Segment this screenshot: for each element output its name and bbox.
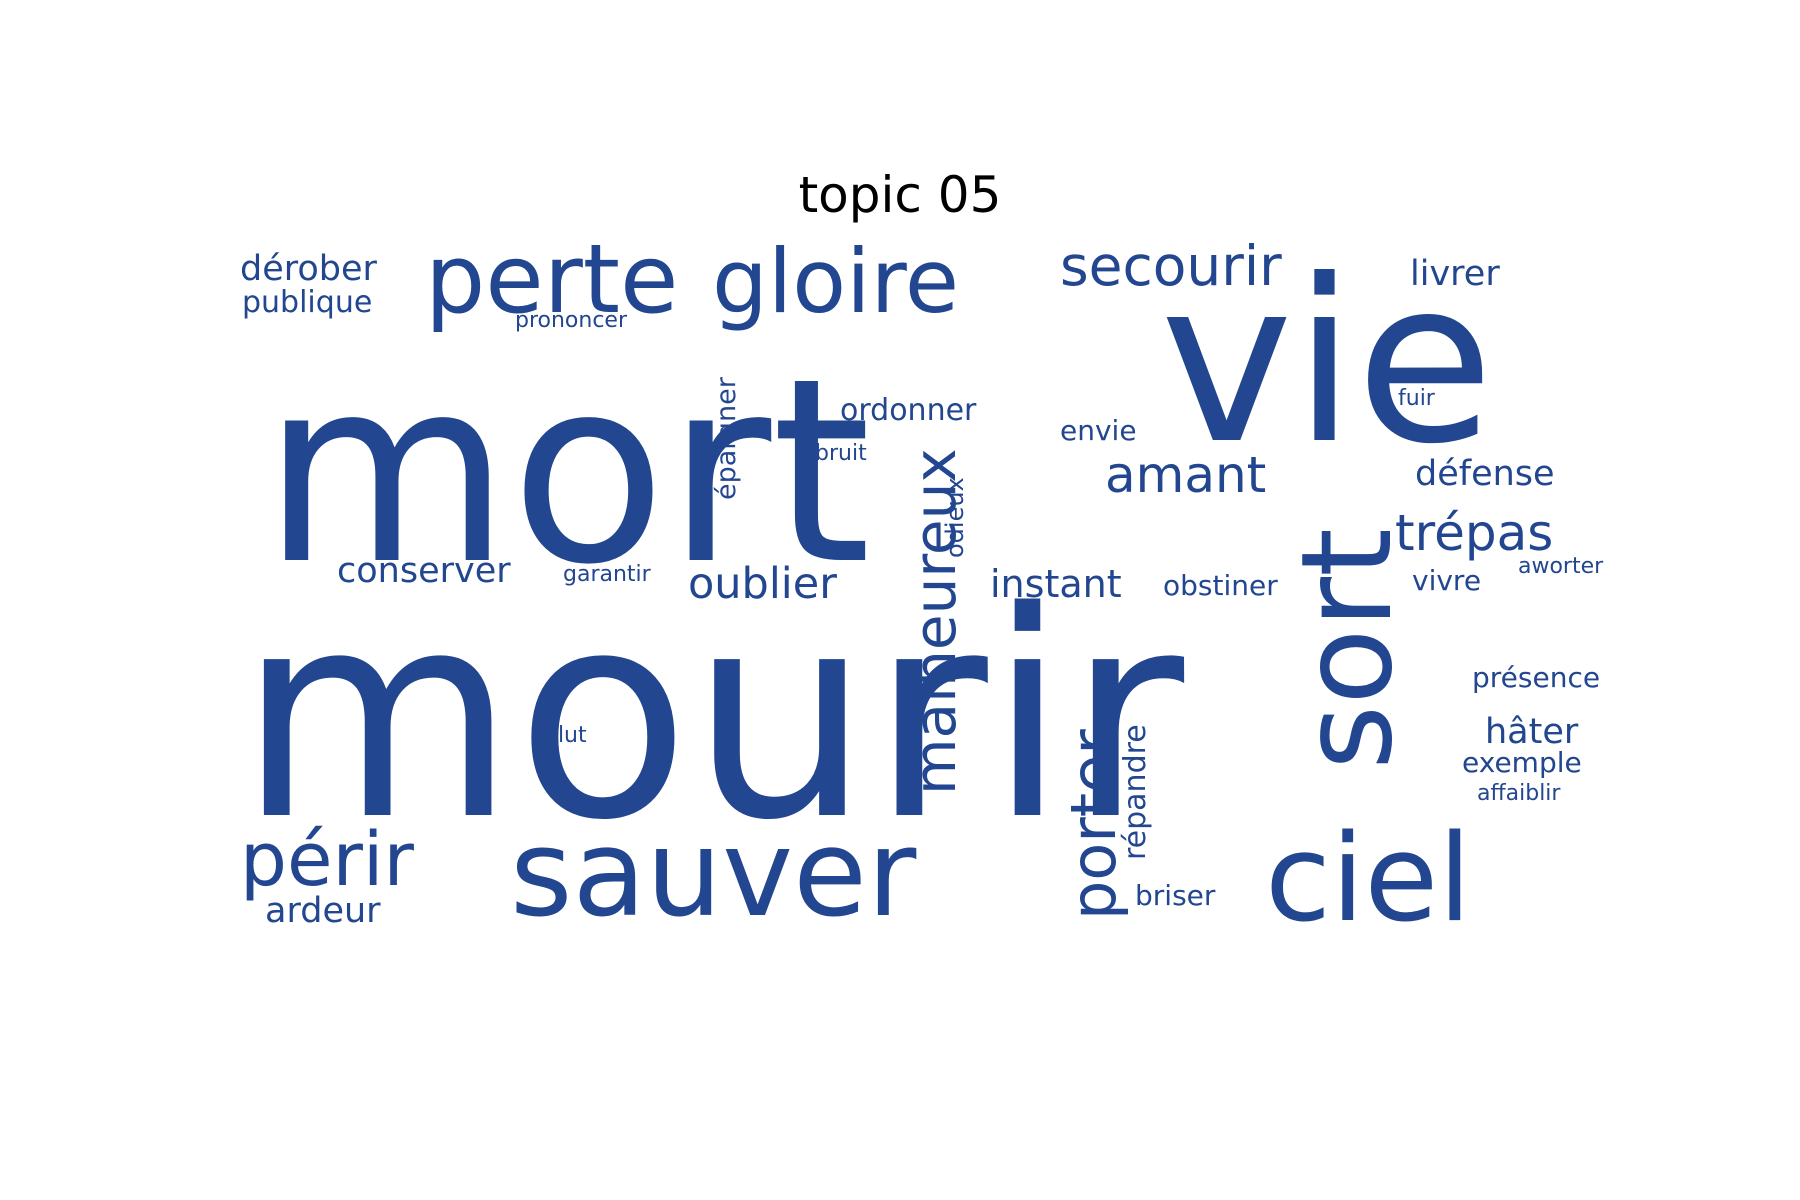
word-18: conserver	[337, 551, 511, 591]
word-37: aworter	[1518, 554, 1604, 579]
word-7: gloire	[712, 230, 959, 333]
word-14: oublier	[688, 559, 837, 609]
word-30: envie	[1060, 414, 1137, 447]
word-23: répandre	[1118, 724, 1153, 860]
word-17: hâter	[1485, 712, 1579, 752]
word-26: briser	[1135, 879, 1216, 912]
word-29: obstiner	[1163, 569, 1278, 602]
word-36: garantir	[563, 562, 652, 587]
word-4: sauver	[510, 805, 917, 944]
word-27: exemple	[1462, 746, 1582, 779]
word-2: vie	[1160, 232, 1494, 494]
word-21: ardeur	[265, 891, 381, 931]
word-32: odieux	[941, 477, 969, 558]
chart-title: topic 05	[798, 166, 1002, 224]
word-28: présence	[1472, 661, 1600, 694]
word-3: sort	[1275, 528, 1420, 770]
word-9: malheureux	[901, 448, 969, 795]
word-24: épargner	[711, 376, 742, 500]
word-22: ordonner	[840, 393, 977, 428]
word-38: affaiblir	[1477, 781, 1561, 806]
word-15: instant	[990, 562, 1122, 606]
word-12: amant	[1105, 446, 1266, 504]
word-16: défense	[1415, 454, 1555, 494]
word-31: vivre	[1412, 564, 1481, 597]
word-6: perte	[425, 225, 679, 335]
word-8: périr	[240, 817, 414, 903]
word-13: trépas	[1395, 504, 1553, 562]
word-10: porter	[1057, 729, 1130, 920]
word-25: publique	[242, 285, 372, 320]
word-11: secourir	[1060, 234, 1282, 298]
word-5: ciel	[1265, 810, 1471, 949]
word-33: fuir	[1398, 386, 1436, 411]
word-19: livrer	[1410, 254, 1500, 294]
word-0: mourir	[238, 551, 1187, 883]
word-34: bruit	[815, 441, 867, 466]
word-20: dérober	[240, 249, 378, 289]
word-39: salut	[533, 723, 587, 748]
word-1: mort	[262, 324, 871, 621]
word-35: prononcer	[515, 308, 628, 333]
